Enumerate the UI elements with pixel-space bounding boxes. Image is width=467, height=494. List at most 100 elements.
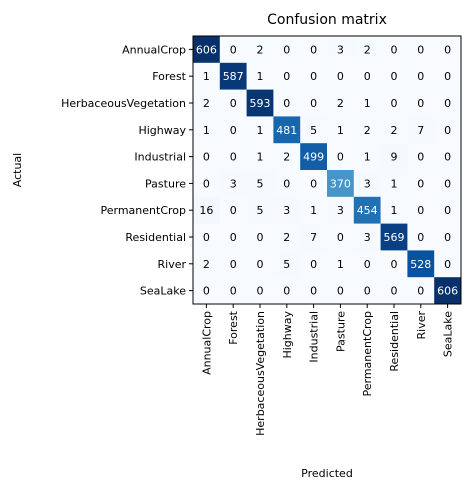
heatmap-value-label: 1 bbox=[364, 97, 371, 110]
heatmap-cell bbox=[219, 196, 247, 224]
heatmap-value-label: 1 bbox=[310, 204, 317, 217]
heatmap-cell bbox=[219, 36, 247, 64]
y-axis-ticks: AnnualCrop Forest HerbaceousVegetation High… bbox=[61, 43, 193, 298]
heatmap-cell bbox=[300, 250, 328, 278]
heatmap-value-label: 0 bbox=[283, 285, 290, 298]
heatmap-value-label: 0 bbox=[230, 285, 237, 298]
heatmap-cell bbox=[434, 170, 462, 198]
heatmap-value-label: 1 bbox=[257, 124, 264, 137]
heatmap-cells bbox=[193, 36, 462, 305]
heatmap-value-label: 593 bbox=[250, 97, 271, 110]
heatmap-value-label: 0 bbox=[203, 177, 210, 190]
x-tick-label: Industrial bbox=[308, 311, 321, 363]
heatmap-value-label: 0 bbox=[230, 124, 237, 137]
heatmap-cell bbox=[407, 277, 435, 305]
heatmap-value-label: 3 bbox=[337, 204, 344, 217]
heatmap-value-label: 0 bbox=[310, 70, 317, 83]
heatmap-value-label: 1 bbox=[257, 151, 264, 164]
heatmap-cell bbox=[327, 223, 355, 251]
heatmap-value-label: 0 bbox=[364, 285, 371, 298]
heatmap-value-label: 0 bbox=[417, 97, 424, 110]
heatmap-cell bbox=[407, 196, 435, 224]
y-tick-label: Forest bbox=[152, 70, 186, 83]
heatmap-value-label: 5 bbox=[257, 177, 264, 190]
heatmap-value-label: 0 bbox=[391, 70, 398, 83]
heatmap-value-label: 2 bbox=[203, 258, 210, 271]
heatmap-value-label: 454 bbox=[357, 204, 378, 217]
heatmap-value-label: 587 bbox=[223, 70, 244, 83]
heatmap-cell bbox=[407, 223, 435, 251]
y-tick-label: SeaLake bbox=[140, 285, 186, 298]
heatmap-cell bbox=[193, 143, 221, 171]
heatmap-value-label: 0 bbox=[417, 151, 424, 164]
heatmap-cell bbox=[407, 250, 435, 278]
heatmap-value-label: 2 bbox=[364, 43, 371, 56]
heatmap-cell bbox=[434, 223, 462, 251]
y-tick-label: HerbaceousVegetation bbox=[61, 97, 186, 110]
heatmap-value-label: 3 bbox=[337, 43, 344, 56]
heatmap-cell bbox=[246, 250, 274, 278]
heatmap-cell bbox=[246, 143, 274, 171]
heatmap-cell bbox=[193, 196, 221, 224]
heatmap-cell bbox=[380, 36, 408, 64]
heatmap-cell bbox=[380, 143, 408, 171]
heatmap-cell bbox=[273, 250, 301, 278]
plot-frame bbox=[192, 35, 462, 305]
heatmap-cell bbox=[300, 223, 328, 251]
y-tick-label: Industrial bbox=[134, 151, 186, 164]
y-tick-label: Residential bbox=[125, 231, 186, 244]
x-axis-ticks: AnnualCrop Forest HerbaceousVegetation High… bbox=[200, 304, 455, 436]
heatmap-cell bbox=[353, 62, 381, 90]
heatmap-value-label: 2 bbox=[337, 97, 344, 110]
heatmap-cell bbox=[353, 89, 381, 117]
heatmap-value-label: 0 bbox=[391, 285, 398, 298]
heatmap-cell bbox=[407, 116, 435, 144]
x-tick-label: AnnualCrop bbox=[200, 311, 213, 375]
x-tick-label: SeaLake bbox=[442, 311, 455, 357]
heatmap-value-label: 0 bbox=[444, 204, 451, 217]
heatmap-cell bbox=[246, 116, 274, 144]
heatmap-value-label: 0 bbox=[203, 151, 210, 164]
heatmap-cell bbox=[380, 89, 408, 117]
heatmap-cell bbox=[353, 196, 381, 224]
heatmap-cell bbox=[407, 170, 435, 198]
heatmap-value-label: 0 bbox=[417, 204, 424, 217]
heatmap-cell bbox=[193, 62, 221, 90]
y-tick-label: Pasture bbox=[145, 177, 186, 190]
heatmap-cell bbox=[193, 223, 221, 251]
heatmap-cell bbox=[193, 277, 221, 305]
heatmap-cell bbox=[219, 143, 247, 171]
heatmap-value-label: 0 bbox=[283, 177, 290, 190]
heatmap-cell bbox=[353, 116, 381, 144]
heatmap-value-label: 7 bbox=[417, 124, 424, 137]
heatmap-value-label: 0 bbox=[257, 285, 264, 298]
heatmap-value-label: 0 bbox=[444, 97, 451, 110]
y-tick-label: Highway bbox=[138, 124, 186, 137]
heatmap-value-label: 499 bbox=[303, 151, 324, 164]
heatmap-value-label: 5 bbox=[310, 124, 317, 137]
heatmap-value-label: 569 bbox=[384, 231, 405, 244]
heatmap-cell bbox=[300, 89, 328, 117]
heatmap-cell bbox=[434, 277, 462, 305]
heatmap-value-label: 2 bbox=[391, 124, 398, 137]
heatmap-value-label: 606 bbox=[196, 43, 217, 56]
heatmap-value-label: 9 bbox=[391, 151, 398, 164]
heatmap-value-label: 3 bbox=[364, 177, 371, 190]
heatmap-cell bbox=[219, 116, 247, 144]
heatmap-value-label: 1 bbox=[364, 151, 371, 164]
heatmap-value-label: 0 bbox=[310, 177, 317, 190]
heatmap-cell bbox=[327, 36, 355, 64]
heatmap-value-label: 3 bbox=[364, 231, 371, 244]
heatmap-value-label: 0 bbox=[337, 151, 344, 164]
heatmap-value-label: 0 bbox=[444, 124, 451, 137]
heatmap-value-label: 2 bbox=[364, 124, 371, 137]
heatmap-cell bbox=[246, 277, 274, 305]
heatmap-cell bbox=[273, 277, 301, 305]
heatmap-value-label: 0 bbox=[283, 70, 290, 83]
heatmap-cell bbox=[273, 89, 301, 117]
heatmap-cell bbox=[353, 143, 381, 171]
y-tick-label: AnnualCrop bbox=[122, 43, 186, 56]
heatmap-cell bbox=[434, 143, 462, 171]
heatmap-value-label: 0 bbox=[417, 177, 424, 190]
